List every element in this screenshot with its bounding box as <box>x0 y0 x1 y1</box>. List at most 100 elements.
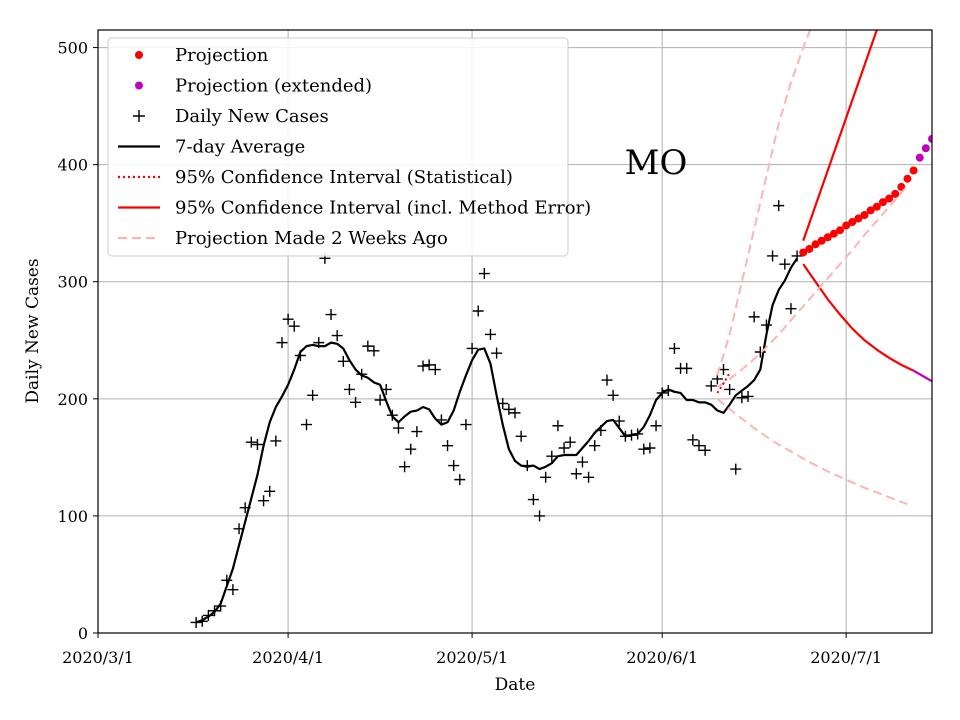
daily-case-point <box>251 438 263 450</box>
daily-case-point <box>724 383 736 395</box>
projection-point <box>848 218 857 227</box>
projection-point <box>909 166 918 175</box>
daily-case-point <box>392 422 404 434</box>
daily-case-point <box>270 435 282 447</box>
projection-point <box>878 198 887 207</box>
projection-point <box>829 229 838 238</box>
daily-case-point <box>650 420 662 432</box>
daily-case-point <box>466 342 478 354</box>
state-annotation: MO <box>625 143 688 183</box>
daily-case-point <box>227 584 239 596</box>
daily-case-point <box>540 471 552 483</box>
95-confidence-interval-incl-method-error-upper-series <box>802 30 878 242</box>
daily-case-point <box>773 200 785 212</box>
projection-made-2-weeks-ago-upper-series <box>716 30 812 376</box>
y-tick-label: 0 <box>78 624 88 643</box>
y-axis-label: Daily New Cases <box>23 258 43 403</box>
daily-case-point <box>558 442 570 454</box>
daily-case-point <box>460 419 472 431</box>
projection-point <box>805 244 814 253</box>
legend-label-projection-made-2-weeks-ago: Projection Made 2 Weeks Ago <box>175 228 448 249</box>
daily-case-point <box>429 364 441 376</box>
legend-box <box>107 37 569 257</box>
95-confidence-interval-incl-method-error-lower-series <box>802 263 915 372</box>
daily-case-point <box>343 383 355 395</box>
projection-point <box>866 206 875 215</box>
daily-case-point <box>736 392 748 404</box>
daily-case-point <box>779 258 791 270</box>
daily-case-point <box>589 440 601 452</box>
y-tick-label: 300 <box>57 273 88 292</box>
daily-case-point <box>613 415 625 427</box>
daily-case-point <box>748 311 760 323</box>
legend-label-projection-extended: Projection (extended) <box>175 76 372 97</box>
projection-point <box>897 182 906 191</box>
daily-case-point <box>570 468 582 480</box>
legend-label-95-confidence-interval-statistical: 95% Confidence Interval (Statistical) <box>175 167 513 188</box>
daily-case-point <box>337 355 349 367</box>
daily-case-point <box>509 407 521 419</box>
daily-case-point <box>515 430 527 442</box>
daily-case-point <box>301 419 312 431</box>
daily-case-point <box>264 485 276 497</box>
daily-case-point <box>478 268 490 280</box>
daily-case-point <box>705 380 717 392</box>
daily-case-point <box>368 345 380 357</box>
daily-case-point <box>687 434 699 446</box>
daily-case-point <box>527 494 539 506</box>
projection-extended-point <box>921 144 930 153</box>
daily-case-point <box>760 319 772 331</box>
95-confidence-interval-statistical-series <box>716 372 731 394</box>
projection-extended-point <box>915 153 924 162</box>
projection-point <box>842 221 851 230</box>
daily-case-point <box>638 443 650 455</box>
legend-label-95-confidence-interval-incl-method-error: 95% Confidence Interval (incl. Method Er… <box>175 198 591 219</box>
daily-case-point <box>325 309 337 321</box>
daily-case-point <box>331 330 343 342</box>
axis-ticks: 2020/3/1 2020/4/1 2020/5/1 2020/6/1 2020/7/1… <box>57 39 882 667</box>
projection-extended-point <box>928 134 932 143</box>
legend-marker-daily-new-cases <box>133 110 145 122</box>
daily-case-point <box>417 360 429 372</box>
x-tick-label: 2020/6/1 <box>626 648 698 667</box>
daily-case-point <box>576 456 588 468</box>
daily-case-point <box>258 495 270 507</box>
daily-case-point <box>276 337 288 349</box>
daily-case-point <box>472 305 484 317</box>
daily-case-point <box>785 303 797 315</box>
daily-case-point <box>484 328 496 340</box>
daily-case-point <box>399 461 411 473</box>
daily-case-point <box>491 347 503 359</box>
daily-case-point <box>454 474 466 486</box>
plot-area <box>190 30 932 628</box>
x-tick-label: 2020/5/1 <box>436 648 508 667</box>
projection-point <box>872 202 881 211</box>
legend: Projection Projection (extended) Daily New… <box>107 37 591 257</box>
daily-case-point <box>288 320 300 332</box>
projection-point <box>903 174 912 183</box>
daily-case-point <box>601 374 613 386</box>
lower-bound-extended-series <box>913 369 932 383</box>
projection-point <box>817 236 826 245</box>
daily-case-point <box>405 443 417 455</box>
y-tick-label: 100 <box>57 507 88 526</box>
projection-point <box>799 248 808 257</box>
x-tick-label: 2020/3/1 <box>62 648 134 667</box>
daily-case-point <box>742 390 754 402</box>
daily-case-point <box>350 396 362 408</box>
axes-frame <box>97 29 933 634</box>
daily-case-point <box>503 403 515 415</box>
legend-label-daily-new-cases: Daily New Cases <box>175 106 329 127</box>
daily-case-point <box>681 362 693 374</box>
legend-marker-projection <box>135 51 143 59</box>
projection-point <box>885 194 894 203</box>
legend-marker-projection-extended <box>135 81 143 90</box>
daily-case-point <box>442 440 454 452</box>
daily-case-point <box>362 340 374 352</box>
7-day-average-series <box>195 257 799 624</box>
projection-point <box>823 233 832 242</box>
daily-case-point <box>546 450 558 462</box>
legend-label-projection: Projection <box>175 45 269 66</box>
daily-case-point <box>668 342 680 354</box>
daily-case-point <box>699 444 711 456</box>
